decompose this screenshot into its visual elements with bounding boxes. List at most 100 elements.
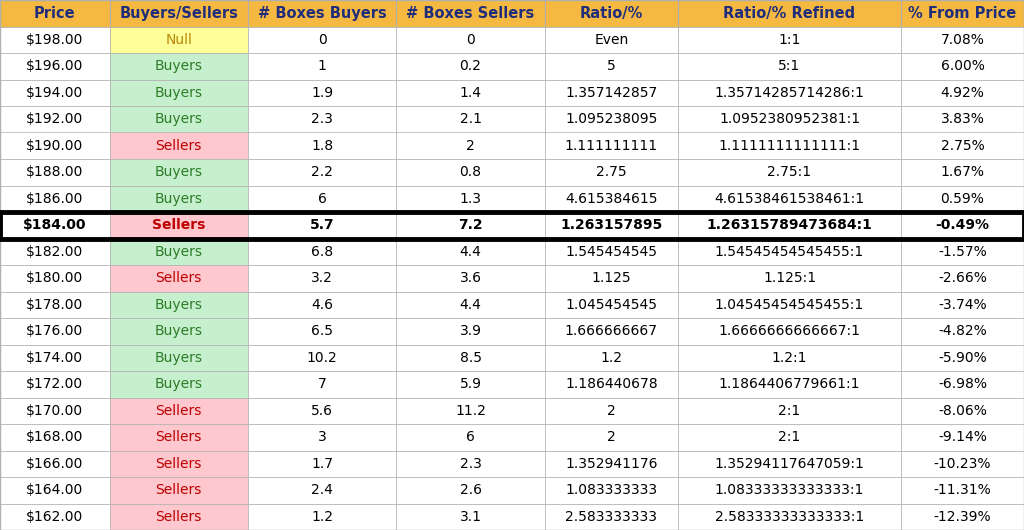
Bar: [678, 265, 901, 292]
Text: 1.083333333: 1.083333333: [565, 483, 657, 497]
Bar: [901, 0, 1024, 26]
Text: 5.9: 5.9: [460, 377, 481, 391]
Text: 5.7: 5.7: [309, 218, 335, 232]
Text: Buyers: Buyers: [155, 377, 203, 391]
Bar: [678, 238, 901, 265]
Bar: [678, 292, 901, 318]
Bar: [248, 292, 396, 318]
Bar: [901, 212, 1024, 238]
Text: 6.00%: 6.00%: [941, 59, 984, 73]
Text: 6.8: 6.8: [311, 245, 333, 259]
Text: 7.08%: 7.08%: [941, 33, 984, 47]
Text: 2:1: 2:1: [778, 430, 801, 444]
Text: 5: 5: [607, 59, 615, 73]
Text: 1.04545454545455:1: 1.04545454545455:1: [715, 298, 864, 312]
Text: $194.00: $194.00: [27, 86, 83, 100]
Text: 1.54545454545455:1: 1.54545454545455:1: [715, 245, 864, 259]
Bar: [678, 504, 901, 530]
Text: 5:1: 5:1: [778, 59, 801, 73]
Bar: [396, 265, 545, 292]
Bar: [110, 318, 248, 344]
Bar: [110, 159, 248, 186]
Bar: [396, 477, 545, 503]
Text: $164.00: $164.00: [27, 483, 83, 497]
Bar: [545, 106, 678, 132]
Bar: [110, 477, 248, 503]
Text: -3.74%: -3.74%: [938, 298, 987, 312]
Bar: [901, 265, 1024, 292]
Bar: [110, 344, 248, 371]
Text: 2.3: 2.3: [311, 112, 333, 126]
Text: Sellers: Sellers: [152, 218, 206, 232]
Text: -5.90%: -5.90%: [938, 351, 987, 365]
Bar: [678, 477, 901, 503]
Text: 6.5: 6.5: [311, 324, 333, 338]
Text: 2: 2: [607, 404, 615, 418]
Bar: [545, 238, 678, 265]
Text: $184.00: $184.00: [23, 218, 87, 232]
Bar: [110, 398, 248, 424]
Text: 1.352941176: 1.352941176: [565, 457, 657, 471]
Text: Ratio/% Refined: Ratio/% Refined: [723, 6, 856, 21]
Bar: [396, 0, 545, 26]
Text: 3: 3: [317, 430, 327, 444]
Text: -1.57%: -1.57%: [938, 245, 987, 259]
Bar: [110, 292, 248, 318]
Bar: [545, 371, 678, 398]
Text: 10.2: 10.2: [306, 351, 338, 365]
Text: 1.357142857: 1.357142857: [565, 86, 657, 100]
Text: 3.1: 3.1: [460, 510, 481, 524]
Bar: [901, 186, 1024, 212]
Bar: [545, 318, 678, 344]
Bar: [545, 450, 678, 477]
Text: 8.5: 8.5: [460, 351, 481, 365]
Text: $186.00: $186.00: [26, 192, 84, 206]
Text: 0: 0: [317, 33, 327, 47]
Text: Buyers: Buyers: [155, 165, 203, 179]
Text: 6: 6: [317, 192, 327, 206]
Bar: [248, 477, 396, 503]
Text: 3.6: 3.6: [460, 271, 481, 285]
Text: $166.00: $166.00: [26, 457, 84, 471]
Text: Buyers: Buyers: [155, 351, 203, 365]
Text: Sellers: Sellers: [156, 430, 202, 444]
Bar: [901, 159, 1024, 186]
Text: $180.00: $180.00: [27, 271, 83, 285]
Text: Sellers: Sellers: [156, 139, 202, 153]
Text: 1.2:1: 1.2:1: [772, 351, 807, 365]
Text: Sellers: Sellers: [156, 404, 202, 418]
Bar: [901, 424, 1024, 450]
Bar: [901, 450, 1024, 477]
Bar: [248, 159, 396, 186]
Text: 1.6666666666667:1: 1.6666666666667:1: [719, 324, 860, 338]
Text: 2.2: 2.2: [311, 165, 333, 179]
Text: $188.00: $188.00: [26, 165, 84, 179]
Bar: [0, 26, 110, 53]
Text: # Boxes Buyers: # Boxes Buyers: [258, 6, 386, 21]
Bar: [248, 186, 396, 212]
Bar: [545, 0, 678, 26]
Bar: [545, 504, 678, 530]
Text: 2.4: 2.4: [311, 483, 333, 497]
Bar: [0, 424, 110, 450]
Bar: [396, 53, 545, 80]
Text: Sellers: Sellers: [156, 271, 202, 285]
Text: 4.4: 4.4: [460, 245, 481, 259]
Bar: [110, 238, 248, 265]
Bar: [110, 371, 248, 398]
Text: $168.00: $168.00: [26, 430, 84, 444]
Text: $192.00: $192.00: [27, 112, 83, 126]
Bar: [0, 504, 110, 530]
Bar: [901, 292, 1024, 318]
Bar: [248, 53, 396, 80]
Bar: [0, 212, 1024, 238]
Bar: [248, 26, 396, 53]
Text: Buyers: Buyers: [155, 86, 203, 100]
Text: 0.2: 0.2: [460, 59, 481, 73]
Text: 1.186440678: 1.186440678: [565, 377, 657, 391]
Text: 3.9: 3.9: [460, 324, 481, 338]
Bar: [545, 344, 678, 371]
Bar: [0, 265, 110, 292]
Text: 0: 0: [466, 33, 475, 47]
Bar: [678, 80, 901, 106]
